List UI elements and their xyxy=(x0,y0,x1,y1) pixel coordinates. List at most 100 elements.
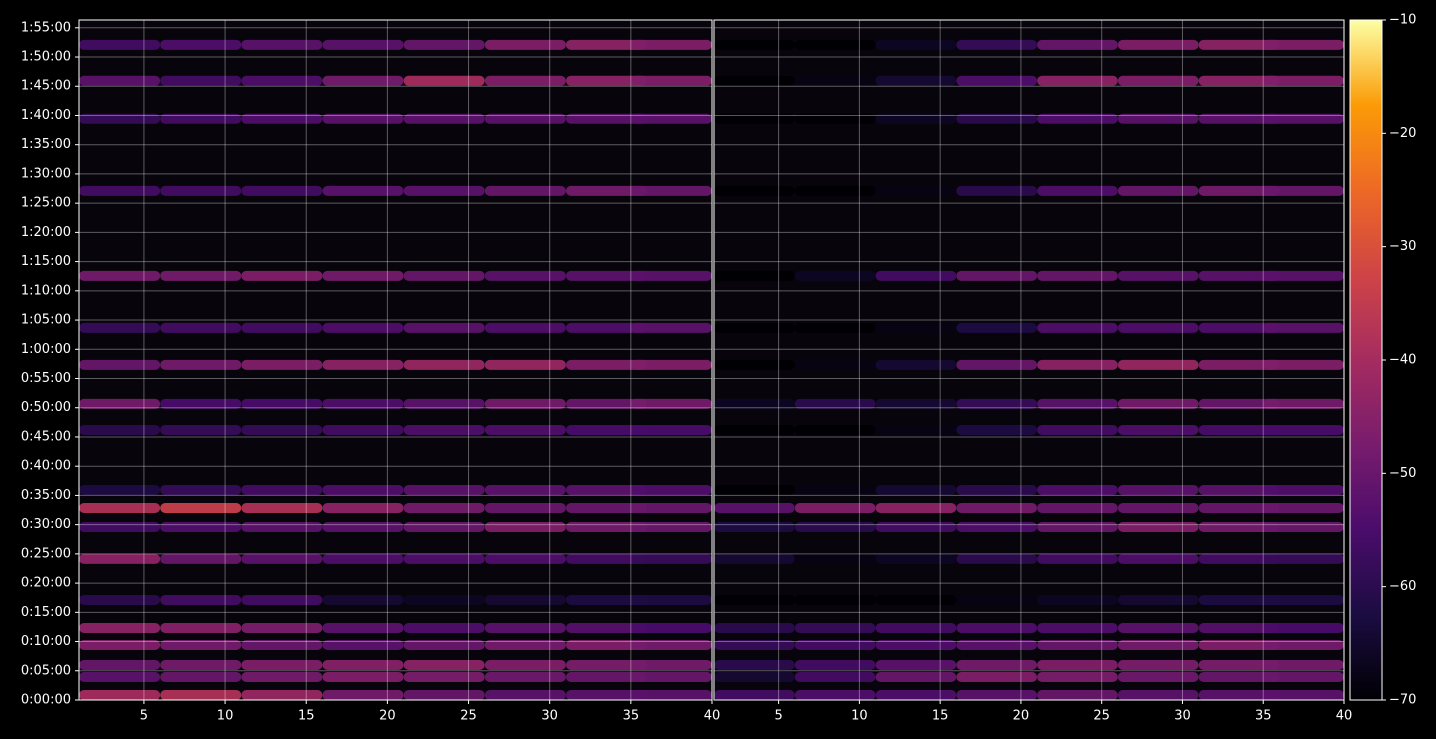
y-tick-label: 1:20:00 xyxy=(21,225,71,240)
y-tick-label: 0:05:00 xyxy=(21,663,71,678)
heat-cell xyxy=(794,690,876,700)
heat-cell xyxy=(714,639,795,650)
heat-cell xyxy=(875,594,957,605)
y-tick-label: 1:35:00 xyxy=(21,137,71,152)
x-tick-label: 30 xyxy=(541,709,558,724)
heat-cell xyxy=(1037,660,1118,671)
heat-cell xyxy=(1117,39,1199,50)
heat-cell xyxy=(79,39,161,50)
heat-cell xyxy=(160,639,242,650)
heat-cell xyxy=(484,672,566,683)
heat-cell xyxy=(875,424,957,435)
heat-cell xyxy=(956,398,1038,409)
heat-cell xyxy=(484,185,566,196)
heat-cell xyxy=(875,185,957,196)
heat-cell xyxy=(875,322,957,333)
heat-cell xyxy=(241,502,323,513)
heat-cells xyxy=(714,39,1344,700)
y-tick-label: 0:35:00 xyxy=(21,488,71,503)
heat-cell xyxy=(1263,553,1344,564)
heat-cell xyxy=(403,660,485,671)
heat-cell xyxy=(1263,594,1344,605)
heat-cell xyxy=(1198,521,1280,532)
heat-cell xyxy=(565,39,648,50)
heat-cell xyxy=(565,660,648,671)
heat-cell xyxy=(630,690,712,700)
heat-cell xyxy=(322,359,404,370)
heat-cell xyxy=(322,623,404,634)
axes-frame xyxy=(713,19,1345,701)
heat-cell xyxy=(565,359,648,370)
heat-cell xyxy=(79,594,161,605)
heat-cell xyxy=(794,623,876,634)
colorbar xyxy=(1349,19,1383,701)
y-tick-label: 1:15:00 xyxy=(21,254,71,269)
heat-cell xyxy=(794,553,876,564)
heat-cell xyxy=(1198,660,1280,671)
heat-cell xyxy=(79,502,161,513)
heat-cell xyxy=(160,39,242,50)
heat-cell xyxy=(1263,398,1344,409)
heat-cell xyxy=(484,113,566,124)
heat-cell xyxy=(1263,623,1344,634)
heat-cell xyxy=(241,113,323,124)
heat-cell xyxy=(630,521,712,532)
y-tick-label: 0:20:00 xyxy=(21,576,71,591)
heat-cell xyxy=(714,359,795,370)
heat-cell xyxy=(241,660,323,671)
heat-cell xyxy=(1117,553,1199,564)
heat-cell xyxy=(1198,270,1280,281)
heat-cell xyxy=(956,75,1038,86)
heat-cell xyxy=(322,113,404,124)
x-tick-label: 40 xyxy=(704,709,721,724)
heat-cell xyxy=(403,639,485,650)
heat-cell xyxy=(630,113,712,124)
heat-cell xyxy=(1198,75,1280,86)
heat-cell xyxy=(565,75,648,86)
heat-cell xyxy=(484,521,566,532)
heat-cell xyxy=(403,424,485,435)
heat-cell xyxy=(160,359,242,370)
heat-cell xyxy=(1263,690,1344,700)
heat-cell xyxy=(1198,398,1280,409)
colorbar-tick-label: −50 xyxy=(1389,466,1416,481)
heat-cell xyxy=(241,75,323,86)
heat-cell xyxy=(630,594,712,605)
heat-cell xyxy=(160,113,242,124)
heat-cell xyxy=(322,270,404,281)
heat-cell xyxy=(630,322,712,333)
heat-cell xyxy=(956,270,1038,281)
heat-cell xyxy=(714,484,795,495)
heat-cell xyxy=(322,521,404,532)
heat-cell xyxy=(322,639,404,650)
heat-cell xyxy=(79,623,161,634)
heat-cell xyxy=(956,690,1038,700)
heat-cell xyxy=(403,521,485,532)
heat-cell xyxy=(241,672,323,683)
heat-cell xyxy=(714,672,795,683)
heat-cell xyxy=(794,398,876,409)
heat-cell xyxy=(241,39,323,50)
heat-cell xyxy=(1037,113,1118,124)
heat-cell xyxy=(403,623,485,634)
x-tick-label: 5 xyxy=(140,709,148,724)
heat-cell xyxy=(241,270,323,281)
colorbar-tick-label: −20 xyxy=(1389,126,1416,141)
heat-cell xyxy=(484,639,566,650)
heat-cell xyxy=(1117,690,1199,700)
heat-cell xyxy=(1198,484,1280,495)
heat-cell xyxy=(714,424,795,435)
y-tick-label: 0:45:00 xyxy=(21,429,71,444)
heat-cell xyxy=(322,398,404,409)
heat-cell xyxy=(565,594,648,605)
heat-cell xyxy=(630,484,712,495)
heat-cell xyxy=(1263,484,1344,495)
heat-cell xyxy=(160,185,242,196)
heat-cell xyxy=(484,594,566,605)
heat-cell xyxy=(956,502,1038,513)
heat-cell xyxy=(1198,690,1280,700)
heat-cell xyxy=(1037,270,1118,281)
heat-cell xyxy=(160,521,242,532)
colorbar-tick-label: −70 xyxy=(1389,693,1416,708)
